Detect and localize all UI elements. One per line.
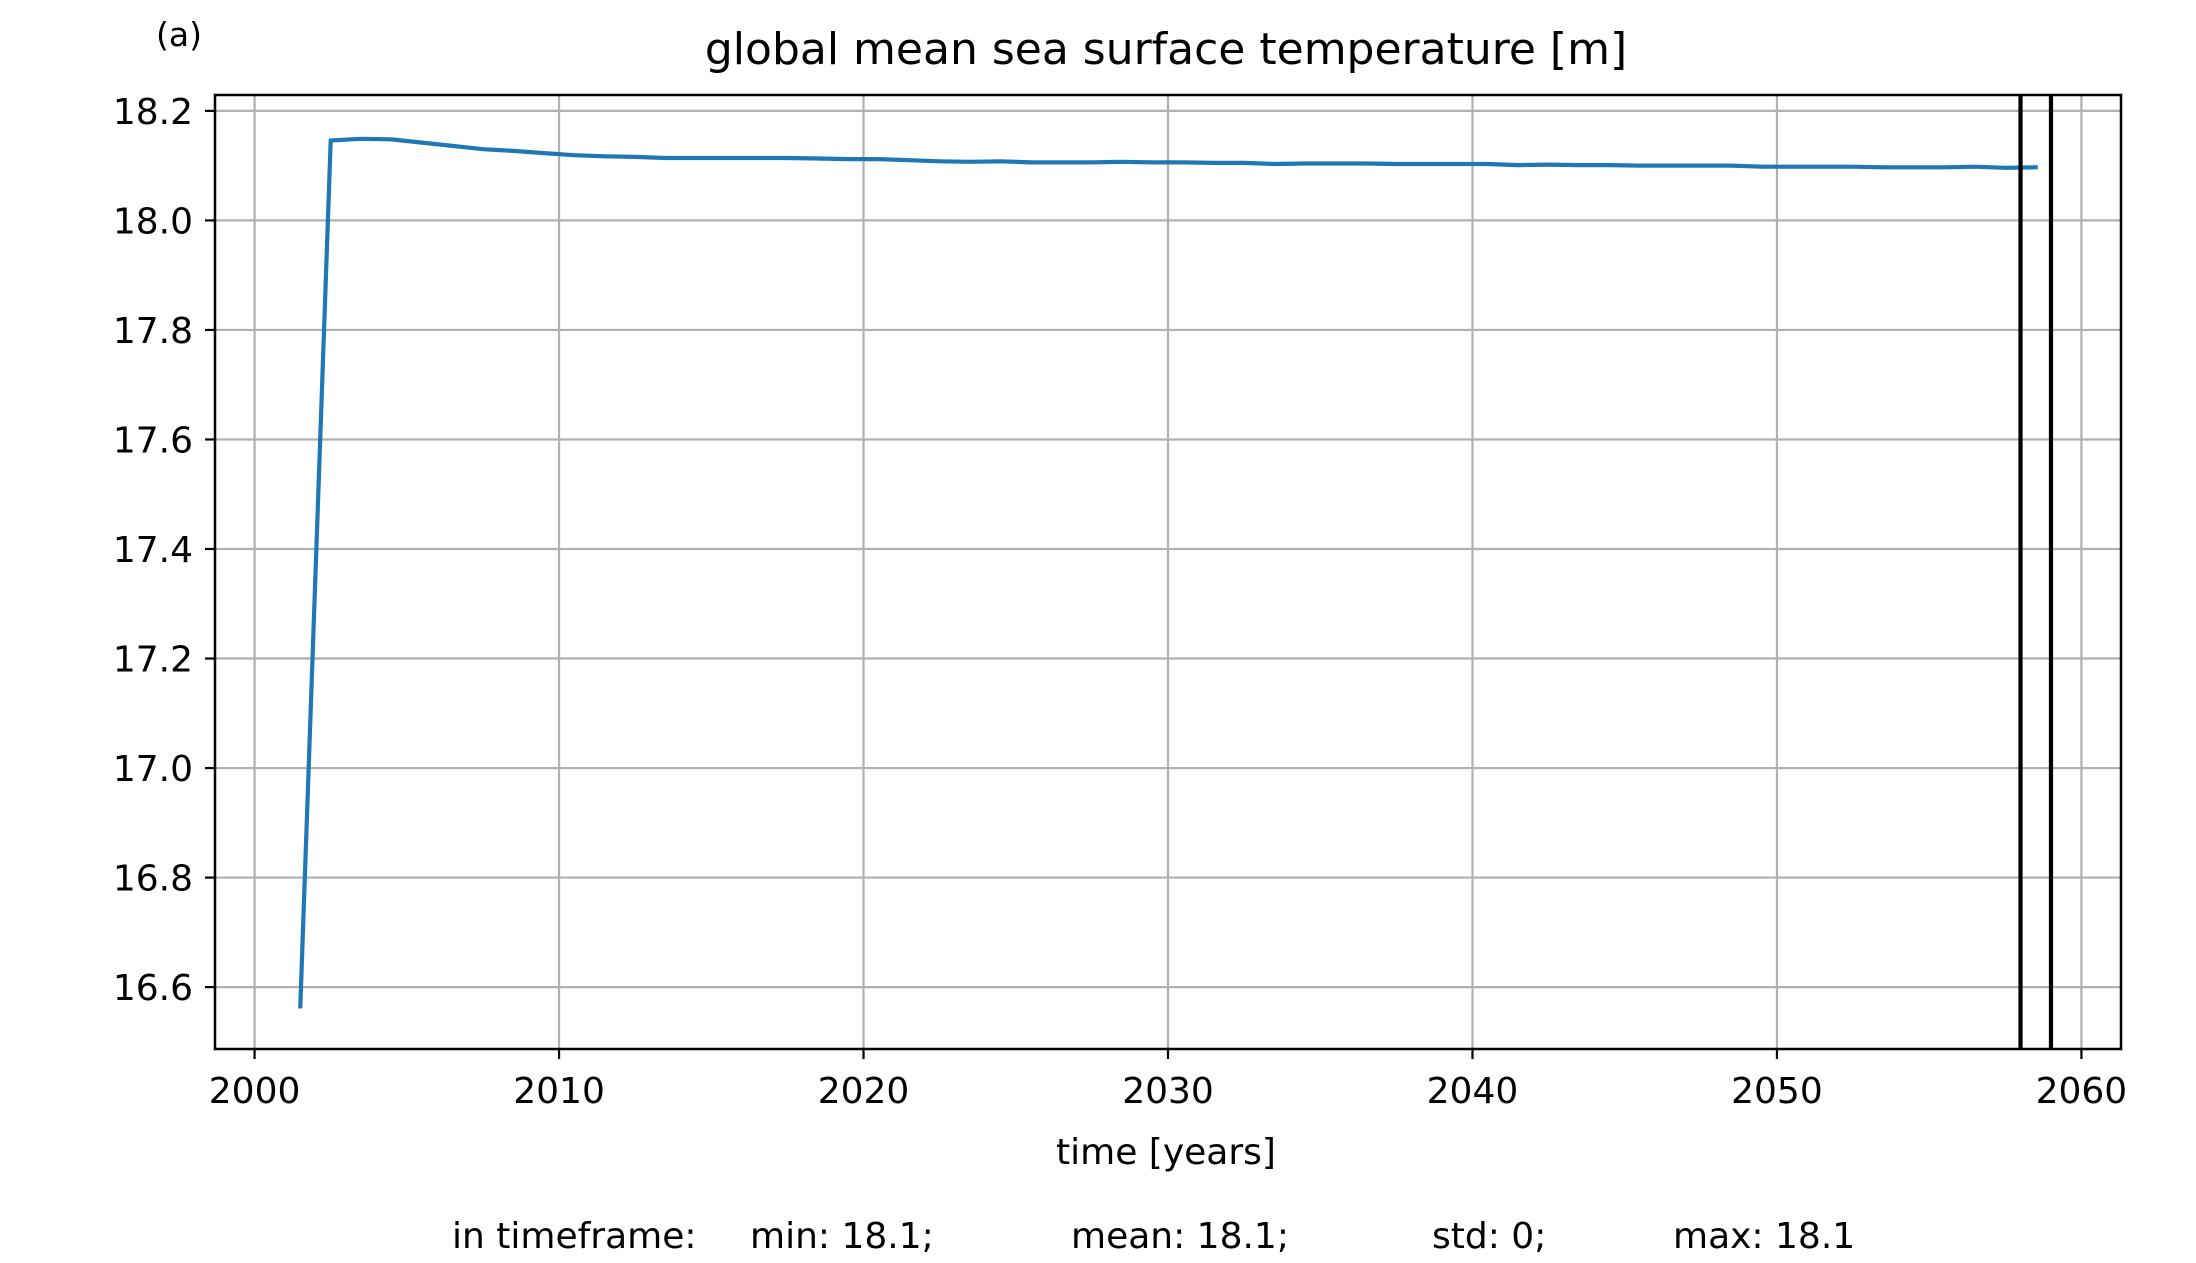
y-tick-label: 17.8 <box>113 311 193 352</box>
vertical-markers <box>2018 95 2054 1049</box>
series-line <box>298 136 2038 1009</box>
y-tick-label: 18.0 <box>113 201 193 242</box>
stats-max: max: 18.1 <box>1673 1216 1855 1257</box>
x-tick-label: 2020 <box>818 1071 910 1112</box>
x-tick-label: 2050 <box>1731 1071 1823 1112</box>
chart-title: global mean sea surface temperature [m] <box>705 24 1627 75</box>
y-tick-label: 17.2 <box>113 640 193 681</box>
stats-std: std: 0; <box>1432 1216 1546 1257</box>
x-tick-label: 2060 <box>2036 1071 2128 1112</box>
y-tick-label: 17.6 <box>113 420 193 461</box>
y-tick-label: 17.4 <box>113 530 193 571</box>
y-axis-ticks: 16.6 16.8 17.0 17.2 17.4 17.6 17.8 18.0 18.2 <box>113 92 215 1009</box>
x-axis-label: time [years] <box>1056 1132 1276 1173</box>
panel-label: (a) <box>156 15 202 54</box>
y-tick-label: 16.8 <box>113 859 193 900</box>
series-layer <box>298 136 2038 1009</box>
y-tick-label: 18.2 <box>113 92 193 133</box>
stats-prefix: in timeframe: <box>452 1216 696 1257</box>
y-tick-label: 16.6 <box>113 968 193 1009</box>
x-tick-label: 2010 <box>513 1071 605 1112</box>
x-tick-label: 2030 <box>1122 1071 1214 1112</box>
grid <box>215 95 2121 1049</box>
stats-mean: mean: 18.1; <box>1071 1216 1289 1257</box>
x-tick-label: 2040 <box>1427 1071 1519 1112</box>
y-tick-label: 17.0 <box>113 749 193 790</box>
stats-min: min: 18.1; <box>750 1216 934 1257</box>
x-axis-ticks: 2000 2010 2020 2030 2040 2050 2060 <box>209 1049 2127 1112</box>
x-tick-label: 2000 <box>209 1071 301 1112</box>
